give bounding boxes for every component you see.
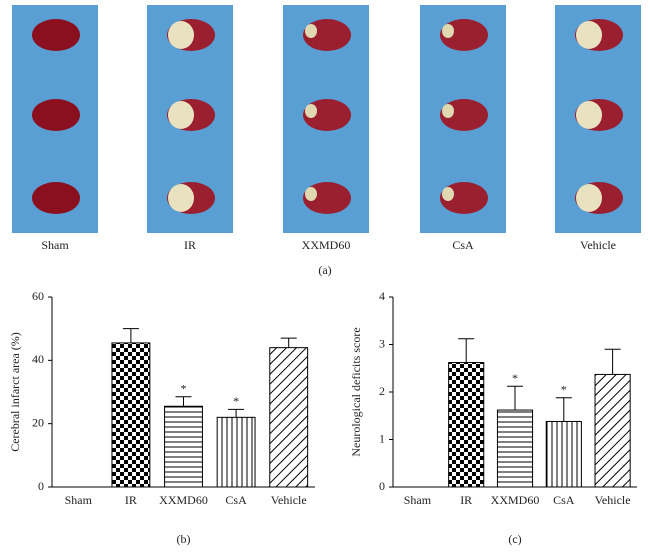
y-tick-label: 2	[379, 384, 385, 398]
x-tick-label: Vehicle	[271, 493, 307, 507]
photo-label: Sham	[41, 238, 69, 252]
bar	[111, 342, 151, 488]
chart-caption: (c)	[508, 532, 521, 546]
y-tick-label: 0	[38, 479, 44, 493]
infarct	[442, 104, 454, 118]
significance-mark: *	[512, 371, 518, 385]
photo-label: CsA	[452, 238, 474, 252]
error-bar	[458, 338, 475, 363]
x-tick-label: Sham	[65, 493, 93, 507]
x-tick-label: XXMD60	[159, 493, 208, 507]
brain-slice	[32, 182, 80, 214]
infarct	[442, 187, 454, 201]
infarct	[168, 21, 194, 49]
photo-label: IR	[184, 238, 196, 252]
infarct	[168, 101, 194, 129]
error-bar	[604, 348, 621, 375]
x-tick-label: XXMD60	[491, 493, 540, 507]
error-bar	[122, 328, 139, 343]
x-tick-label: IR	[460, 493, 472, 507]
y-tick-label: 60	[32, 289, 44, 303]
brain-slice	[32, 19, 80, 51]
x-tick-label: IR	[125, 493, 137, 507]
error-bar	[280, 337, 297, 348]
photo-label: Vehicle	[580, 238, 616, 252]
y-tick-label: 1	[379, 431, 385, 445]
bar	[216, 416, 256, 488]
infarct	[576, 101, 602, 129]
x-tick-label: Vehicle	[595, 493, 631, 507]
bar	[545, 420, 582, 488]
infarct	[305, 104, 317, 118]
error-bar	[175, 396, 192, 407]
infarct	[576, 21, 602, 49]
x-tick-label: CsA	[225, 493, 247, 507]
infarct	[442, 24, 454, 38]
x-tick-label: CsA	[553, 493, 575, 507]
significance-mark: *	[561, 382, 567, 396]
y-tick-label: 4	[379, 289, 385, 303]
y-axis-label: Cerebral infarct area (%)	[8, 332, 22, 452]
photo-label: XXMD60	[302, 238, 351, 252]
panel-caption: (a)	[318, 263, 331, 277]
bar	[496, 409, 534, 488]
infarct	[305, 24, 317, 38]
y-tick-label: 20	[32, 415, 44, 429]
y-tick-label: 3	[379, 336, 385, 350]
x-tick-label: Sham	[404, 493, 432, 507]
y-tick-label: 0	[379, 479, 385, 493]
infarct	[168, 184, 194, 212]
significance-mark: *	[233, 394, 239, 408]
infarct	[576, 184, 602, 212]
y-tick-label: 40	[32, 352, 44, 366]
error-bar	[228, 408, 245, 418]
error-bar	[555, 397, 572, 422]
bar	[269, 347, 309, 488]
chart-caption: (b)	[177, 532, 191, 546]
brain-slice	[32, 99, 80, 131]
y-axis-label: Neurological deficits score	[349, 327, 363, 456]
infarct	[305, 187, 317, 201]
bar	[448, 362, 485, 488]
bar	[594, 373, 631, 488]
error-bar	[507, 385, 523, 411]
significance-mark: *	[181, 382, 187, 396]
bar	[164, 405, 203, 488]
